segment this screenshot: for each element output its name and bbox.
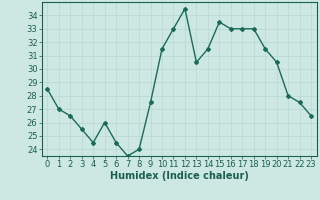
X-axis label: Humidex (Indice chaleur): Humidex (Indice chaleur): [110, 171, 249, 181]
